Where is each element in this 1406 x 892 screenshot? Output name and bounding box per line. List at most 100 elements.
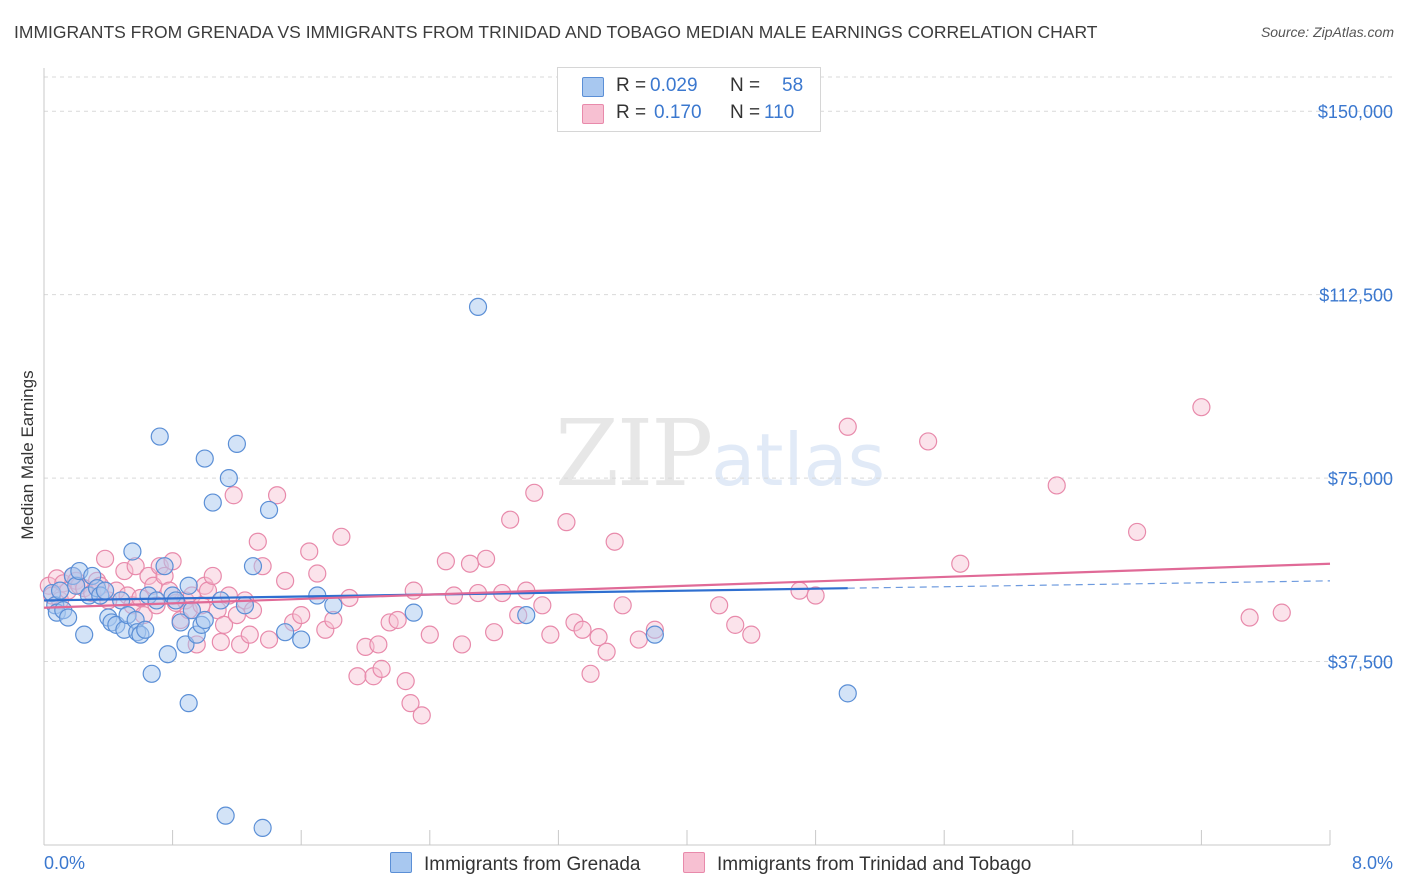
- data-point-trinidad: [613, 596, 632, 615]
- data-point-grenada: [292, 630, 311, 649]
- data-point-trinidad: [198, 581, 218, 600]
- data-point-grenada: [645, 625, 664, 644]
- x-tick-label-max: 8.0%: [1352, 853, 1393, 873]
- data-point-grenada: [276, 623, 295, 642]
- data-point-grenada: [324, 596, 343, 615]
- legend-r-value: 0.029: [650, 75, 698, 96]
- data-point-trinidad: [1127, 522, 1147, 542]
- y-tick-label: $75,000: [1328, 469, 1393, 489]
- bottom-legend-label-trinidad: Immigrants from Trinidad and Tobago: [717, 854, 1032, 875]
- data-point-trinidad: [332, 527, 351, 546]
- bottom-legend-trinidad: Immigrants from Trinidad and Tobago: [683, 852, 1031, 876]
- data-point-grenada: [195, 610, 214, 630]
- data-point-trinidad: [372, 659, 391, 678]
- data-point-trinidad: [115, 561, 134, 581]
- data-point-trinidad: [231, 635, 250, 654]
- trend-line-trinidad: [43, 562, 1331, 609]
- legend-r-label: R =: [616, 75, 647, 96]
- data-point-trinidad: [444, 586, 464, 605]
- data-point-grenada: [219, 469, 238, 488]
- data-point-trinidad: [348, 667, 367, 686]
- data-point-trinidad: [369, 635, 388, 654]
- data-point-grenada: [123, 542, 142, 561]
- data-point-trinidad: [485, 623, 504, 642]
- bottom-legend-grenada: Immigrants from Grenada: [390, 852, 640, 876]
- data-point-grenada: [171, 613, 190, 632]
- legend-n-value: 58: [782, 75, 804, 96]
- data-point-grenada: [838, 684, 857, 703]
- bottom-legend-label-grenada: Immigrants from Grenada: [424, 854, 641, 875]
- data-point-trinidad: [95, 549, 115, 568]
- data-point-trinidad: [452, 635, 472, 654]
- data-point-trinidad: [573, 620, 592, 639]
- data-point-trinidad: [214, 615, 234, 634]
- y-axis-title: Median Male Earnings: [18, 370, 37, 539]
- data-point-grenada: [147, 591, 166, 610]
- data-point-trinidad: [589, 628, 608, 647]
- data-point-grenada: [195, 449, 214, 468]
- data-point-trinidad: [267, 486, 287, 505]
- data-point-trinidad: [460, 554, 480, 573]
- data-point-trinidad: [790, 581, 809, 600]
- data-point-trinidad: [224, 486, 243, 505]
- data-point-trinidad: [951, 554, 970, 573]
- trend-lines: [43, 562, 1331, 609]
- gridlines: [44, 76, 1393, 663]
- watermark: ZIPatlas: [555, 400, 885, 507]
- legend-swatch-grenada: [582, 77, 604, 97]
- data-point-trinidad: [581, 664, 600, 683]
- data-point-trinidad: [533, 596, 552, 615]
- data-point-grenada: [50, 581, 70, 600]
- watermark-zip: ZIP: [555, 400, 713, 507]
- legend-swatch-trinidad: [582, 104, 604, 124]
- legend-n-value: 110: [764, 102, 795, 123]
- y-tick-label: $112,500: [1319, 286, 1393, 306]
- chart-title: IMMIGRANTS FROM GRENADA VS IMMIGRANTS FR…: [14, 22, 1098, 42]
- trend-line-grenada-extension: [847, 580, 1331, 589]
- data-point-grenada: [468, 297, 488, 317]
- data-point-trinidad: [420, 625, 439, 644]
- data-point-trinidad: [597, 642, 616, 661]
- y-tick-label: $150,000: [1318, 102, 1393, 122]
- data-point-trinidad: [436, 552, 455, 571]
- data-point-trinidad: [248, 532, 267, 551]
- data-point-trinidad: [1047, 476, 1066, 495]
- correlation-legend: R = 0.029 N = 58 R = 0.170 N = 110: [557, 67, 821, 132]
- data-point-trinidad: [710, 596, 729, 615]
- data-point-grenada: [517, 605, 536, 625]
- bottom-legend-swatch-trinidad: [683, 852, 705, 873]
- data-point-trinidad: [396, 672, 415, 691]
- data-point-grenada: [203, 493, 222, 512]
- data-point-trinidad: [404, 581, 423, 600]
- data-point-trinidad: [300, 542, 319, 561]
- data-point-trinidad: [919, 432, 938, 451]
- data-point-trinidad: [308, 564, 327, 583]
- data-point-grenada: [155, 557, 174, 576]
- source-credit: Source: ZipAtlas.com: [1260, 24, 1394, 40]
- data-point-trinidad: [211, 632, 230, 652]
- data-point-trinidad: [806, 586, 825, 605]
- data-point-trinidad: [412, 706, 431, 725]
- data-point-grenada: [166, 591, 185, 610]
- data-point-trinidad: [629, 630, 648, 649]
- data-point-grenada: [179, 694, 198, 713]
- data-point-trinidad: [605, 532, 624, 551]
- legend-n-label: N =: [730, 75, 761, 96]
- data-point-grenada: [95, 581, 115, 600]
- data-point-trinidad: [476, 549, 496, 568]
- data-point-trinidad: [501, 510, 520, 529]
- y-tick-label: $37,500: [1328, 653, 1393, 673]
- data-point-grenada: [235, 596, 255, 615]
- series-trinidad-points: [39, 398, 1291, 725]
- data-point-grenada: [227, 434, 246, 453]
- data-point-grenada: [59, 608, 78, 627]
- legend-r-value: 0.170: [654, 102, 702, 123]
- axis-labels: $37,500 $75,000 $112,500 $150,000 0.0% 8.0% Me…: [18, 102, 1393, 873]
- data-point-trinidad: [541, 625, 560, 644]
- data-point-grenada: [158, 645, 177, 664]
- data-point-trinidad: [525, 483, 544, 502]
- data-point-grenada: [179, 576, 198, 595]
- data-point-trinidad: [240, 625, 259, 644]
- data-point-grenada: [243, 557, 263, 576]
